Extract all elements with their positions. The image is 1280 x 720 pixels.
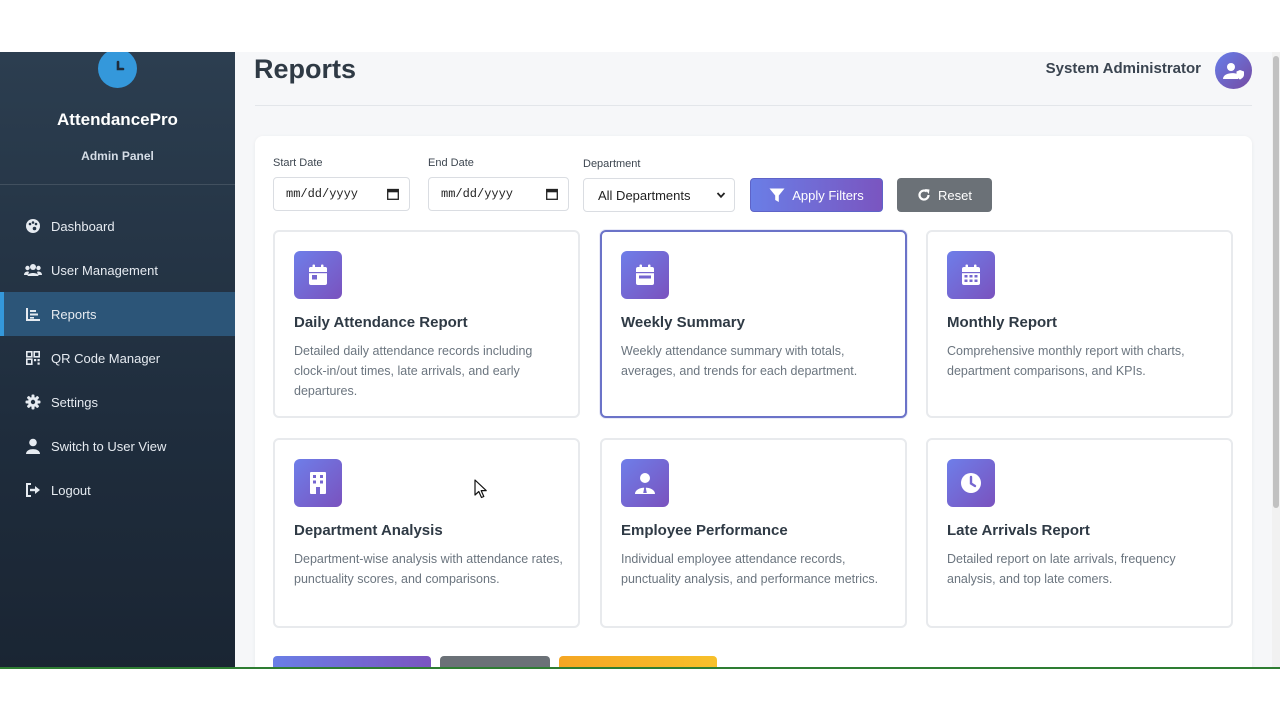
department-label: Department <box>583 158 641 170</box>
mouse-cursor-icon <box>474 479 487 499</box>
report-description: Detailed report on late arrivals, freque… <box>947 552 1176 586</box>
report-description: Weekly attendance summary with totals, a… <box>621 344 858 378</box>
report-card-late-arrivals[interactable]: Late Arrivals Report Detailed report on … <box>926 438 1233 628</box>
bottom-border <box>0 667 1280 669</box>
header-divider <box>255 105 1252 106</box>
apply-filters-label: Apply Filters <box>792 187 864 203</box>
app-window: AttendancePro Admin Panel Dashboard User… <box>0 52 1280 668</box>
report-card-employee-performance[interactable]: Employee Performance Individual employee… <box>600 438 907 628</box>
department-value: All Departments <box>598 187 691 203</box>
chevron-down-icon <box>716 192 726 199</box>
logout-icon <box>24 481 42 499</box>
calendar-day-icon <box>294 251 342 299</box>
user-shield-icon <box>1222 62 1244 79</box>
user-tie-icon <box>621 459 669 507</box>
end-date-input[interactable]: mm/dd/yyyy <box>428 177 569 211</box>
sidebar-divider <box>0 184 235 185</box>
calendar-icon <box>546 188 558 200</box>
calendar-icon <box>387 188 399 200</box>
apply-filters-button[interactable]: Apply Filters <box>750 178 883 212</box>
sidebar-item-label: Switch to User View <box>51 438 167 454</box>
filter-icon <box>769 188 785 202</box>
scrollbar[interactable] <box>1272 52 1280 668</box>
sidebar-item-label: Settings <box>51 394 98 410</box>
reports-panel: Start Date mm/dd/yyyy End Date mm/dd/yyy… <box>255 136 1252 668</box>
brand-name: AttendancePro <box>57 110 178 129</box>
report-description: Department-wise analysis with attendance… <box>294 552 563 586</box>
start-date-placeholder: mm/dd/yyyy <box>286 187 359 201</box>
report-description: Detailed daily attendance records includ… <box>294 344 533 398</box>
redo-icon <box>918 189 930 201</box>
user-icon <box>24 437 42 455</box>
schedule-button-partial[interactable] <box>559 656 717 668</box>
report-title: Employee Performance <box>621 522 788 539</box>
user-name: System Administrator <box>1045 60 1201 77</box>
report-description: Individual employee attendance records, … <box>621 552 879 586</box>
report-card-daily-attendance[interactable]: Daily Attendance Report Detailed daily a… <box>273 230 580 418</box>
building-icon <box>294 459 342 507</box>
sidebar-nav: Dashboard User Management Reports QR Cod… <box>0 204 235 512</box>
sidebar-item-switch-user-view[interactable]: Switch to User View <box>0 424 235 468</box>
qrcode-icon <box>24 349 42 367</box>
reset-button[interactable]: Reset <box>897 178 992 212</box>
main-content: Reports System Administrator Start Date … <box>235 52 1280 668</box>
report-card-department-analysis[interactable]: Department Analysis Department-wise anal… <box>273 438 580 628</box>
sidebar-item-dashboard[interactable]: Dashboard <box>0 204 235 248</box>
sidebar-item-label: Dashboard <box>51 218 115 234</box>
reset-label: Reset <box>938 187 972 203</box>
sidebar-item-settings[interactable]: Settings <box>0 380 235 424</box>
sidebar-item-label: Reports <box>51 306 97 322</box>
avatar[interactable] <box>1215 52 1252 89</box>
sidebar-item-reports[interactable]: Reports <box>0 292 235 336</box>
gear-icon <box>24 393 42 411</box>
sidebar-item-qr-code-manager[interactable]: QR Code Manager <box>0 336 235 380</box>
sidebar-item-label: User Management <box>51 262 158 278</box>
page-title: Reports <box>254 54 357 84</box>
clock-icon <box>947 459 995 507</box>
department-select[interactable]: All Departments <box>583 178 735 212</box>
sidebar: AttendancePro Admin Panel Dashboard User… <box>0 52 235 668</box>
chart-bar-icon <box>24 305 42 323</box>
report-title: Department Analysis <box>294 522 443 539</box>
users-icon <box>24 261 42 279</box>
sidebar-item-label: QR Code Manager <box>51 350 161 366</box>
sidebar-item-user-management[interactable]: User Management <box>0 248 235 292</box>
export-button-partial[interactable] <box>273 656 431 668</box>
clock-logo-icon <box>98 52 137 88</box>
sidebar-item-label: Logout <box>51 482 91 498</box>
scrollbar-thumb[interactable] <box>1273 56 1279 508</box>
start-date-label: Start Date <box>273 157 323 169</box>
sidebar-item-logout[interactable]: Logout <box>0 468 235 512</box>
print-button-partial[interactable] <box>440 656 550 668</box>
report-card-weekly-summary[interactable]: Weekly Summary Weekly attendance summary… <box>600 230 907 418</box>
start-date-input[interactable]: mm/dd/yyyy <box>273 177 410 211</box>
report-title: Monthly Report <box>947 314 1057 331</box>
end-date-label: End Date <box>428 157 474 169</box>
brand-subtitle: Admin Panel <box>81 149 154 163</box>
end-date-placeholder: mm/dd/yyyy <box>441 187 514 201</box>
report-title: Daily Attendance Report <box>294 314 468 331</box>
report-title: Weekly Summary <box>621 314 745 331</box>
calendar-week-icon <box>621 251 669 299</box>
report-card-monthly-report[interactable]: Monthly Report Comprehensive monthly rep… <box>926 230 1233 418</box>
report-description: Comprehensive monthly report with charts… <box>947 344 1185 378</box>
calendar-month-icon <box>947 251 995 299</box>
report-title: Late Arrivals Report <box>947 522 1090 539</box>
palette-icon <box>24 217 42 235</box>
